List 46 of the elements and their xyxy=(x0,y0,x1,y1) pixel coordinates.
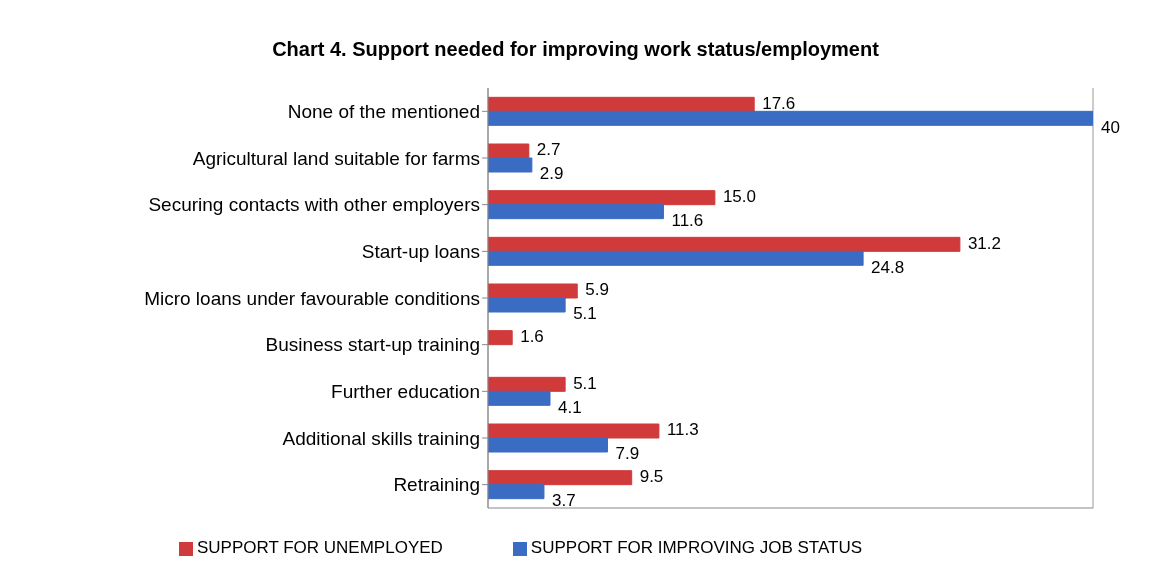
data-label: 17.6 xyxy=(762,93,796,113)
y-tick-label: Micro loans under favourable conditions xyxy=(144,287,480,309)
y-tick-label: Additional skills training xyxy=(282,427,480,449)
y-tick-label: Retraining xyxy=(393,474,480,496)
data-label: 24.8 xyxy=(871,257,905,277)
data-label: 1.6 xyxy=(520,327,544,347)
bar xyxy=(488,437,608,453)
bar xyxy=(488,297,566,313)
bar xyxy=(488,96,755,112)
data-label: 7.9 xyxy=(615,444,640,464)
y-tick-label: Further education xyxy=(331,381,480,403)
data-label: 3.7 xyxy=(551,491,576,511)
data-label: 2.7 xyxy=(536,140,561,160)
legend-label: SUPPORT FOR IMPROVING JOB STATUS xyxy=(530,538,863,557)
data-label: 40 xyxy=(1101,117,1120,137)
data-label: 11.6 xyxy=(671,211,704,231)
bar xyxy=(488,204,664,220)
bar xyxy=(488,157,533,173)
bar xyxy=(488,283,578,299)
data-label: 5.1 xyxy=(573,304,597,324)
data-label: 5.1 xyxy=(573,373,597,393)
y-tick-label: Business start-up training xyxy=(265,334,480,356)
data-label: 11.3 xyxy=(666,420,699,440)
data-label: 15.0 xyxy=(722,187,756,207)
legend-label: SUPPORT FOR UNEMPLOYED xyxy=(196,538,443,557)
bar xyxy=(488,376,566,392)
data-label: 9.5 xyxy=(639,467,664,487)
bar xyxy=(488,330,513,346)
bar xyxy=(488,250,864,266)
y-tick-label: Agricultural land suitable for farms xyxy=(192,147,480,169)
chart-title: Chart 4. Support needed for improving work status/employment xyxy=(271,37,880,62)
bar xyxy=(488,236,961,252)
y-tick-label: Start-up loans xyxy=(361,241,480,263)
bar xyxy=(488,390,551,406)
data-label: 2.9 xyxy=(539,164,564,184)
bar xyxy=(488,143,530,159)
bar xyxy=(488,423,660,439)
data-label: 5.9 xyxy=(585,280,609,300)
data-label: 31.2 xyxy=(967,233,1001,253)
bar xyxy=(488,190,716,206)
bar xyxy=(488,484,545,500)
y-tick-label: Securing contacts with other employers xyxy=(148,194,480,216)
data-label: 4.1 xyxy=(558,397,582,417)
bar xyxy=(488,470,633,486)
y-tick-label: None of the mentioned xyxy=(287,101,480,123)
bar xyxy=(488,110,1093,126)
